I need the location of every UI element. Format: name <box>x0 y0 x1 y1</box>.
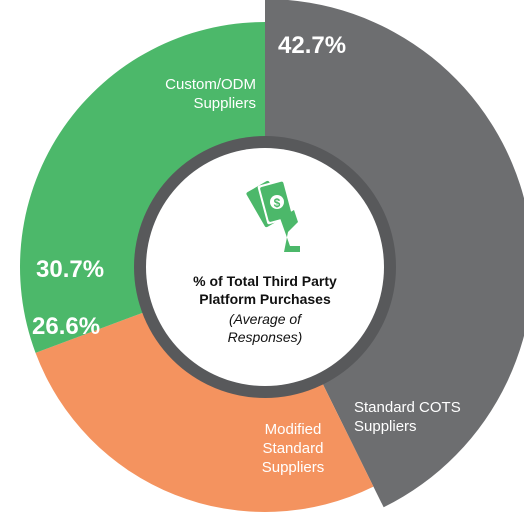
value-label: 26.6% <box>32 313 101 340</box>
slice <box>19 22 265 353</box>
value-label: 42.7% <box>278 32 347 59</box>
svg-text:$: $ <box>274 196 281 210</box>
chart-title: % of Total Third Party Platform Purchase… <box>193 273 337 307</box>
category-label: Standard COTS Suppliers <box>354 399 461 435</box>
money-icon: $ <box>246 179 300 252</box>
category-label: Custom/ODM Suppliers <box>165 76 256 112</box>
value-label: 30.7% <box>36 256 105 283</box>
slice <box>35 310 374 513</box>
center-disc <box>146 148 384 386</box>
category-label: Modified Standard Suppliers <box>261 421 325 476</box>
chart-subtitle: (Average of Responses) <box>227 311 303 345</box>
